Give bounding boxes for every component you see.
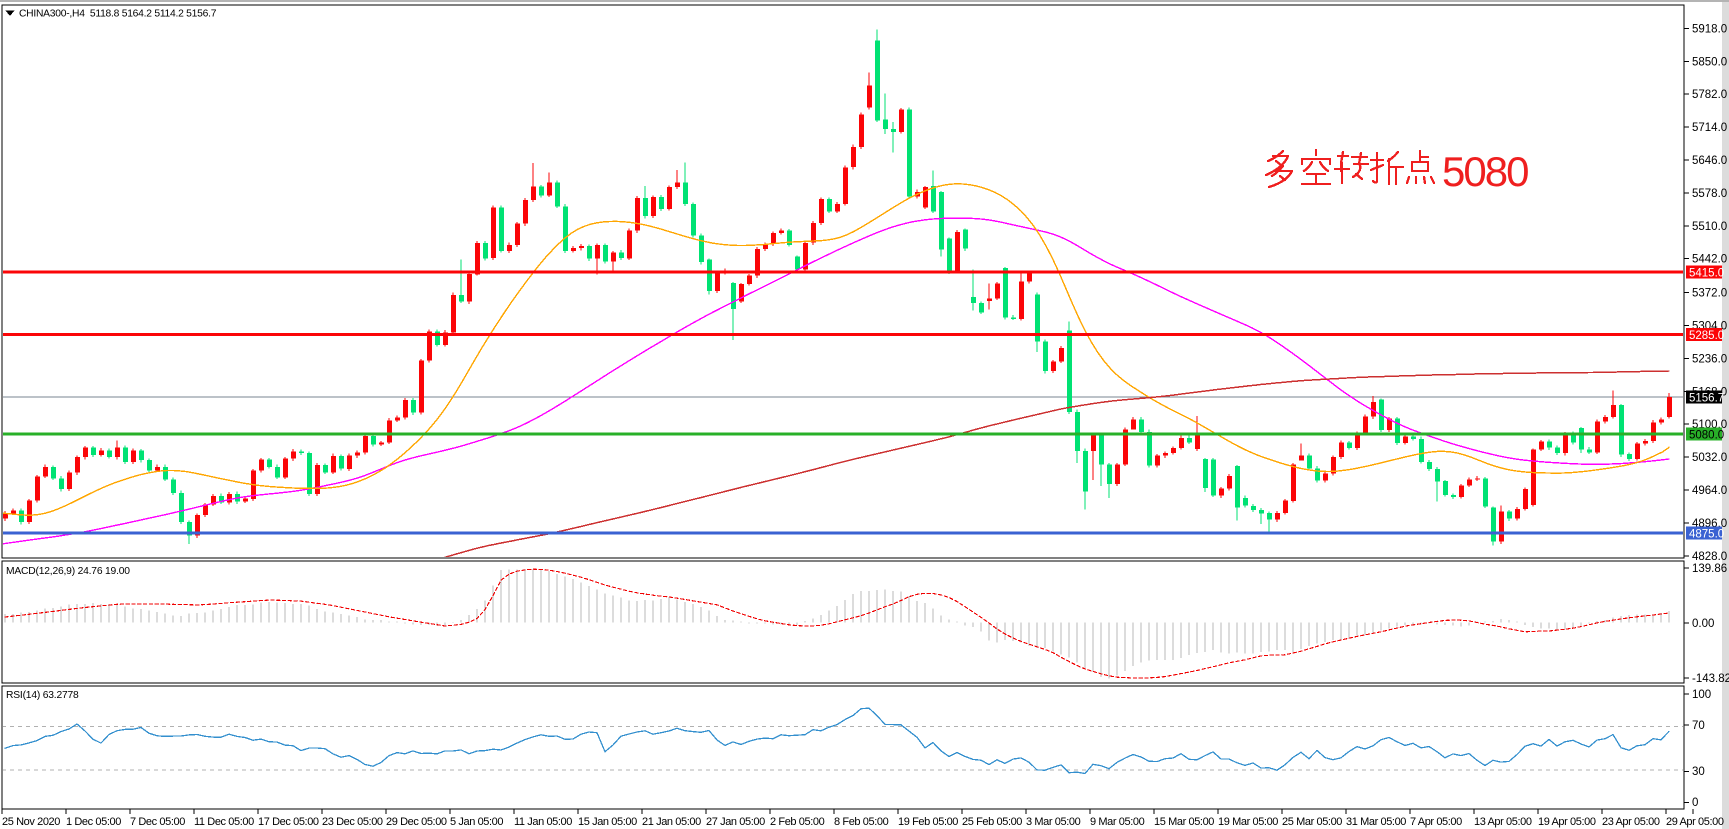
svg-text:25 Feb 05:00: 25 Feb 05:00	[962, 816, 1022, 828]
svg-text:5156.7: 5156.7	[1689, 392, 1724, 404]
svg-text:21 Jan 05:00: 21 Jan 05:00	[642, 816, 701, 828]
svg-text:CHINA300-,H4 5118.8 5164.2 51: CHINA300-,H4 5118.8 5164.2 5114.2 5156.7	[19, 9, 217, 20]
svg-text:15 Jan 05:00: 15 Jan 05:00	[578, 816, 637, 828]
svg-text:23 Apr 05:00: 23 Apr 05:00	[1602, 816, 1660, 828]
svg-text:1 Dec 05:00: 1 Dec 05:00	[66, 816, 121, 828]
svg-text:29 Dec 05:00: 29 Dec 05:00	[386, 816, 447, 828]
svg-text:MACD(12,26,9) 24.76 19.00: MACD(12,26,9) 24.76 19.00	[6, 566, 130, 577]
svg-text:0.00: 0.00	[1692, 618, 1714, 630]
svg-text:4828.0: 4828.0	[1692, 551, 1727, 563]
svg-text:139.86: 139.86	[1692, 563, 1727, 575]
svg-text:11 Jan 05:00: 11 Jan 05:00	[514, 816, 572, 828]
svg-text:9 Mar 05:00: 9 Mar 05:00	[1090, 816, 1145, 828]
svg-text:5850.0: 5850.0	[1692, 56, 1727, 68]
svg-text:19 Mar 05:00: 19 Mar 05:00	[1218, 816, 1278, 828]
svg-text:19 Apr 05:00: 19 Apr 05:00	[1538, 816, 1596, 828]
svg-text:5415.0: 5415.0	[1689, 267, 1724, 279]
svg-text:RSI(14) 63.2778: RSI(14) 63.2778	[6, 690, 79, 701]
svg-text:4964.0: 4964.0	[1692, 485, 1727, 497]
svg-text:5080.0: 5080.0	[1689, 429, 1724, 441]
svg-text:5578.0: 5578.0	[1692, 188, 1727, 200]
svg-text:15 Mar 05:00: 15 Mar 05:00	[1154, 816, 1214, 828]
svg-text:5714.0: 5714.0	[1692, 122, 1727, 134]
svg-text:5 Jan 05:00: 5 Jan 05:00	[450, 816, 503, 828]
svg-text:5782.0: 5782.0	[1692, 89, 1727, 101]
svg-text:5442.0: 5442.0	[1692, 254, 1727, 266]
svg-text:0: 0	[1692, 797, 1698, 809]
svg-text:23 Dec 05:00: 23 Dec 05:00	[322, 816, 383, 828]
svg-text:5918.0: 5918.0	[1692, 23, 1727, 35]
svg-text:5646.0: 5646.0	[1692, 155, 1727, 167]
svg-text:13 Apr 05:00: 13 Apr 05:00	[1474, 816, 1532, 828]
svg-text:19 Feb 05:00: 19 Feb 05:00	[898, 816, 958, 828]
svg-text:7 Dec 05:00: 7 Dec 05:00	[130, 816, 185, 828]
svg-text:-143.82: -143.82	[1692, 673, 1729, 685]
svg-text:17 Dec 05:00: 17 Dec 05:00	[258, 816, 319, 828]
svg-text:5510.0: 5510.0	[1692, 221, 1727, 233]
svg-text:11 Dec 05:00: 11 Dec 05:00	[194, 816, 254, 828]
svg-text:3 Mar 05:00: 3 Mar 05:00	[1026, 816, 1081, 828]
svg-text:7 Apr 05:00: 7 Apr 05:00	[1410, 816, 1462, 828]
svg-text:31 Mar 05:00: 31 Mar 05:00	[1346, 816, 1406, 828]
svg-text:5032.0: 5032.0	[1692, 452, 1727, 464]
svg-text:5372.0: 5372.0	[1692, 288, 1727, 300]
svg-text:2 Feb 05:00: 2 Feb 05:00	[770, 816, 825, 828]
svg-text:25 Nov 2020: 25 Nov 2020	[2, 816, 60, 828]
svg-text:5080: 5080	[1442, 148, 1528, 195]
svg-text:27 Jan 05:00: 27 Jan 05:00	[706, 816, 765, 828]
svg-text:4875.0: 4875.0	[1689, 529, 1724, 541]
svg-text:30: 30	[1692, 766, 1705, 778]
svg-text:25 Mar 05:00: 25 Mar 05:00	[1282, 816, 1342, 828]
svg-text:70: 70	[1692, 720, 1705, 732]
svg-text:29 Apr 05:00: 29 Apr 05:00	[1666, 816, 1724, 828]
svg-text:5285.0: 5285.0	[1689, 330, 1724, 342]
svg-text:8 Feb 05:00: 8 Feb 05:00	[834, 816, 889, 828]
svg-text:100: 100	[1692, 689, 1711, 701]
svg-text:5236.0: 5236.0	[1692, 353, 1727, 365]
